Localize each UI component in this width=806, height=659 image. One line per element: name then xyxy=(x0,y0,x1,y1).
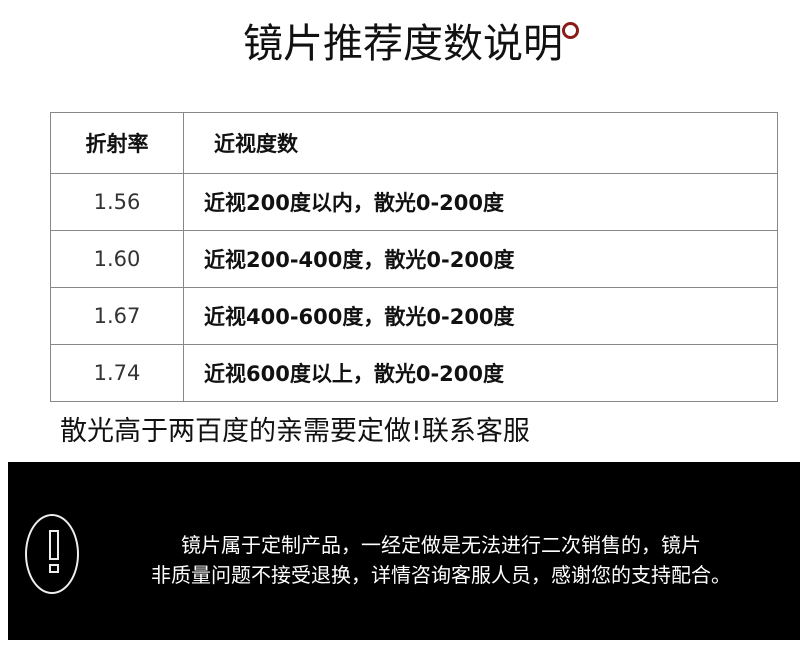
page-title: 镜片推荐度数说明 xyxy=(243,21,563,67)
cell-index: 1.67 xyxy=(50,287,184,345)
notice-line-2: 非质量问题不接受退换，详情咨询客服人员，感谢您的支持配合。 xyxy=(151,563,731,587)
notice-line-1: 镜片属于定制产品，一经定做是无法进行二次销售的，镜片 xyxy=(181,533,701,557)
cell-desc: 近视200度以内，散光0-200度 xyxy=(183,173,778,231)
table-row: 1.60 近视200-400度，散光0-200度 xyxy=(50,230,778,288)
cell-index: 1.56 xyxy=(50,173,184,231)
exclamation-dot xyxy=(49,564,59,573)
notice-text: 镜片属于定制产品，一经定做是无法进行二次销售的，镜片 非质量问题不接受退换，详情… xyxy=(86,530,796,590)
exclamation-bar xyxy=(49,530,59,560)
notice-box: 镜片属于定制产品，一经定做是无法进行二次销售的，镜片 非质量问题不接受退换，详情… xyxy=(8,462,800,640)
table-row: 1.74 近视600度以上，散光0-200度 xyxy=(50,344,778,402)
circle-dot-icon xyxy=(562,22,579,39)
lens-table: 折射率 近视度数 1.56 近视200度以内，散光0-200度 1.60 近视2… xyxy=(50,112,778,402)
table-row: 1.67 近视400-600度，散光0-200度 xyxy=(50,287,778,345)
cell-desc: 近视200-400度，散光0-200度 xyxy=(183,230,778,288)
table-header: 折射率 近视度数 xyxy=(50,112,778,174)
header-index: 折射率 xyxy=(50,112,184,174)
cell-index: 1.74 xyxy=(50,344,184,402)
cell-desc: 近视600度以上，散光0-200度 xyxy=(183,344,778,402)
table-row: 1.56 近视200度以内，散光0-200度 xyxy=(50,173,778,231)
exclamation-icon xyxy=(25,514,79,594)
astigmatism-note: 散光高于两百度的亲需要定做!联系客服 xyxy=(60,416,530,447)
cell-desc: 近视400-600度，散光0-200度 xyxy=(183,287,778,345)
header-degree: 近视度数 xyxy=(183,112,778,174)
cell-index: 1.60 xyxy=(50,230,184,288)
